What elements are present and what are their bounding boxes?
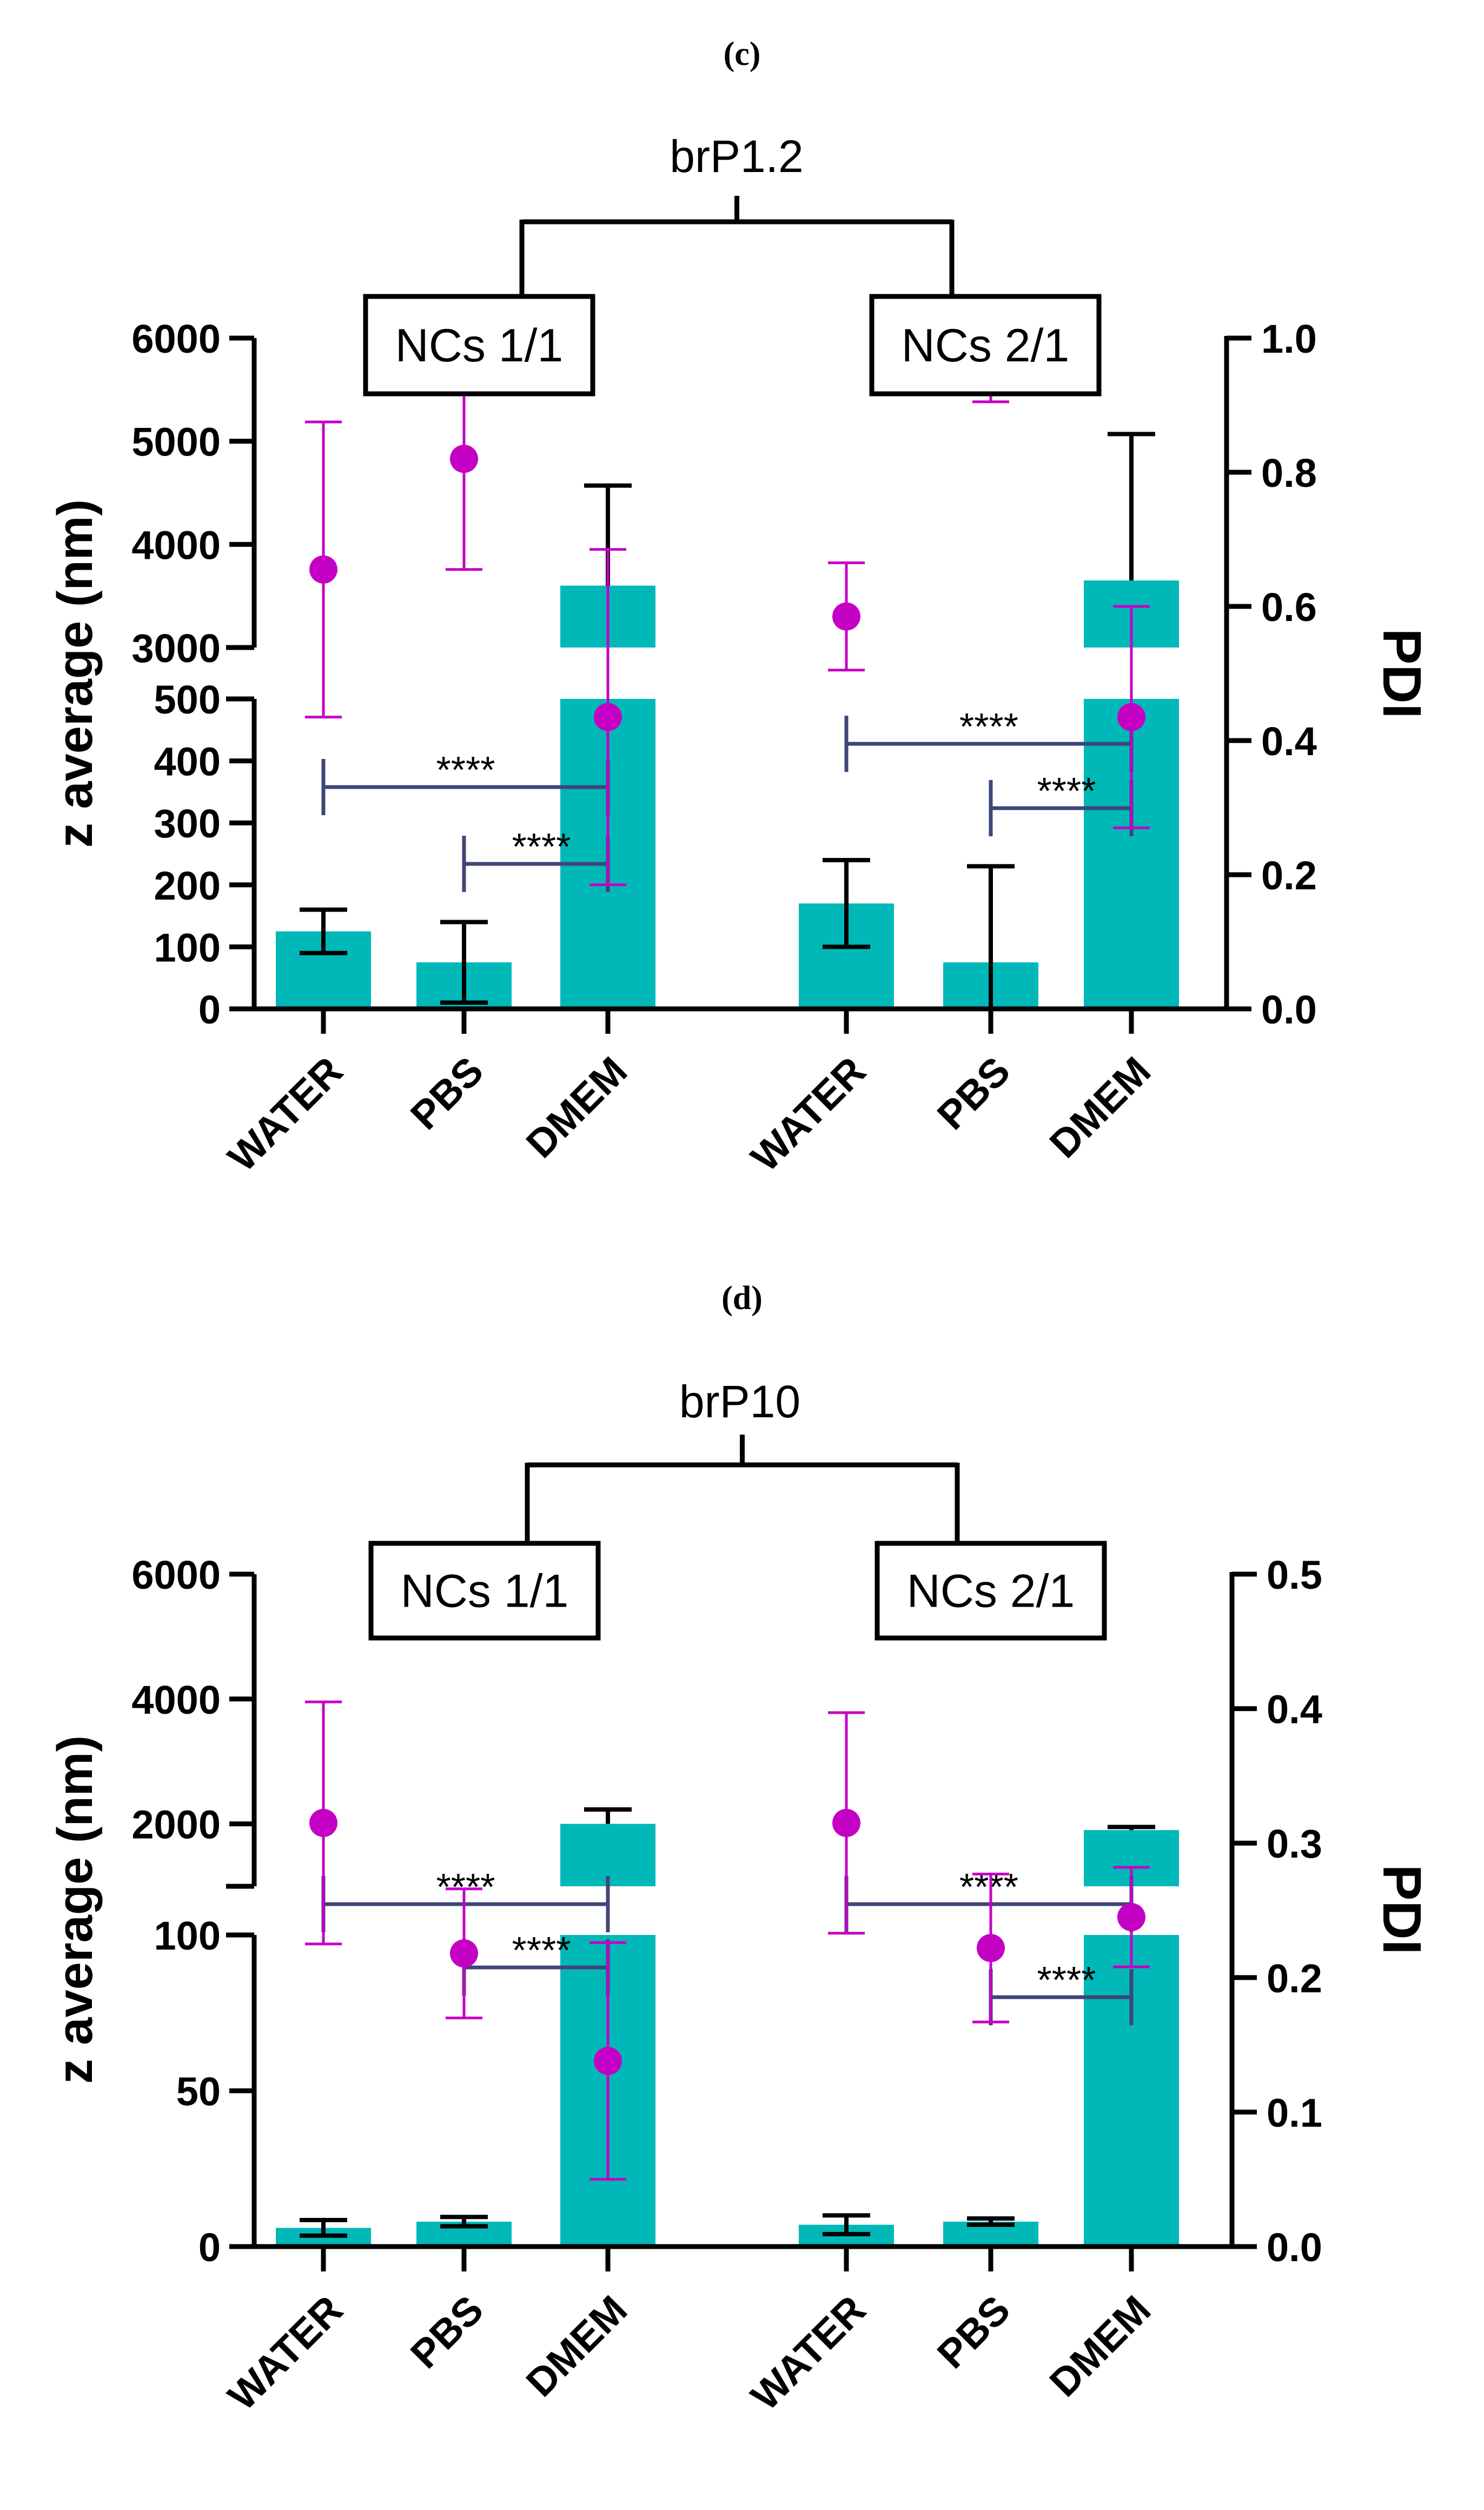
significance-label: **** (1037, 1959, 1096, 2001)
left-tick-label: 500 (154, 677, 221, 722)
category-label-pbs: PBS (929, 1048, 1018, 1138)
left-axis-label: z average (nm) (48, 1735, 103, 2084)
pdi-point-dmem (1117, 703, 1145, 731)
right-axis-label: PDI (1372, 1865, 1432, 1955)
significance-label: **** (436, 1866, 495, 1908)
left-axis-label: z average (nm) (48, 499, 103, 848)
left-tick-label: 200 (154, 863, 221, 908)
pdi-point-dmem (594, 2046, 622, 2075)
group-label: NCs 2/1 (907, 1566, 1075, 1617)
pdi-point-pbs (977, 1934, 1005, 1963)
right-tick-label: 0.0 (1267, 2225, 1322, 2270)
category-label-water: WATER (743, 1048, 875, 1180)
left-tick-label: 300 (154, 801, 221, 846)
significance-label: **** (959, 705, 1018, 748)
group-box (368, 1541, 601, 1641)
left-tick-label: 4000 (131, 523, 221, 567)
panel-label: (c) (724, 36, 761, 72)
chart-panel-d: (d) brP10 **** **** **** **** 0 50 100 2000 4000 60… (48, 1280, 1432, 2419)
chart-panel-c: (c) brP1.2 **** **** **** **** 0 100 200 300 400 50… (48, 36, 1432, 1180)
left-tick-label: 2000 (131, 1802, 221, 1847)
left-tick-label: 5000 (131, 420, 221, 465)
significance-label: **** (1037, 770, 1096, 812)
group-label: NCs 2/1 (902, 320, 1070, 372)
group-box (875, 1541, 1107, 1641)
left-tick-label: 3000 (131, 626, 221, 671)
group-label: NCs 1/1 (395, 320, 564, 372)
right-tick-label: 0.4 (1267, 1687, 1322, 1732)
right-tick-label: 0.8 (1261, 451, 1317, 496)
category-label-pbs: PBS (402, 1048, 492, 1138)
right-axis-label: PDI (1372, 629, 1432, 719)
panel-label: (d) (721, 1280, 763, 1317)
category-label-water: WATER (220, 2287, 352, 2419)
right-tick-label: 0.0 (1261, 987, 1317, 1032)
group-box (869, 294, 1102, 397)
left-tick-label: 50 (176, 2069, 221, 2114)
category-label-dmem: DMEM (1041, 1048, 1160, 1167)
right-tick-label: 0.2 (1267, 1956, 1322, 2001)
significance-label: **** (512, 1929, 571, 1971)
left-tick-label: 400 (154, 739, 221, 784)
left-tick-label: 100 (154, 1913, 221, 1958)
right-tick-label: 0.1 (1267, 2090, 1322, 2135)
pdi-point-water (832, 1808, 860, 1837)
significance-label: **** (959, 1866, 1018, 1908)
pdi-point-water (832, 602, 860, 631)
left-tick-label: 6000 (131, 1553, 221, 1597)
pdi-point-pbs (450, 445, 478, 473)
pdi-point-pbs (450, 1939, 478, 1968)
pdi-point-water (309, 555, 337, 584)
left-tick-label: 0 (198, 987, 221, 1032)
category-label-water: WATER (220, 1048, 352, 1180)
group-box (363, 294, 595, 397)
category-label-dmem: DMEM (1041, 2287, 1160, 2406)
right-tick-label: 0.2 (1261, 853, 1317, 898)
left-tick-label: 4000 (131, 1677, 221, 1722)
significance-label: **** (436, 749, 495, 791)
category-label-pbs: PBS (929, 2287, 1018, 2377)
pdi-point-water (309, 1808, 337, 1837)
left-tick-label: 100 (154, 925, 221, 970)
chart-title: brP10 (679, 1376, 800, 1427)
category-label-pbs: PBS (402, 2287, 492, 2377)
right-tick-label: 0.5 (1267, 1553, 1322, 1597)
right-tick-label: 0.3 (1267, 1821, 1322, 1866)
right-tick-label: 1.0 (1261, 316, 1317, 361)
right-tick-label: 0.4 (1261, 719, 1317, 764)
bar-dmem-upper (560, 1824, 655, 1886)
right-tick-label: 0.6 (1261, 585, 1317, 630)
chart-title: brP1.2 (670, 131, 804, 182)
left-tick-label: 0 (198, 2225, 221, 2270)
category-label-dmem: DMEM (518, 2287, 636, 2406)
category-label-water: WATER (743, 2287, 875, 2419)
pdi-point-dmem (594, 703, 622, 731)
category-label-dmem: DMEM (518, 1048, 636, 1167)
pdi-point-dmem (1117, 1903, 1145, 1931)
left-tick-label: 6000 (131, 316, 221, 361)
group-label: NCs 1/1 (401, 1566, 569, 1617)
significance-label: **** (512, 825, 571, 868)
